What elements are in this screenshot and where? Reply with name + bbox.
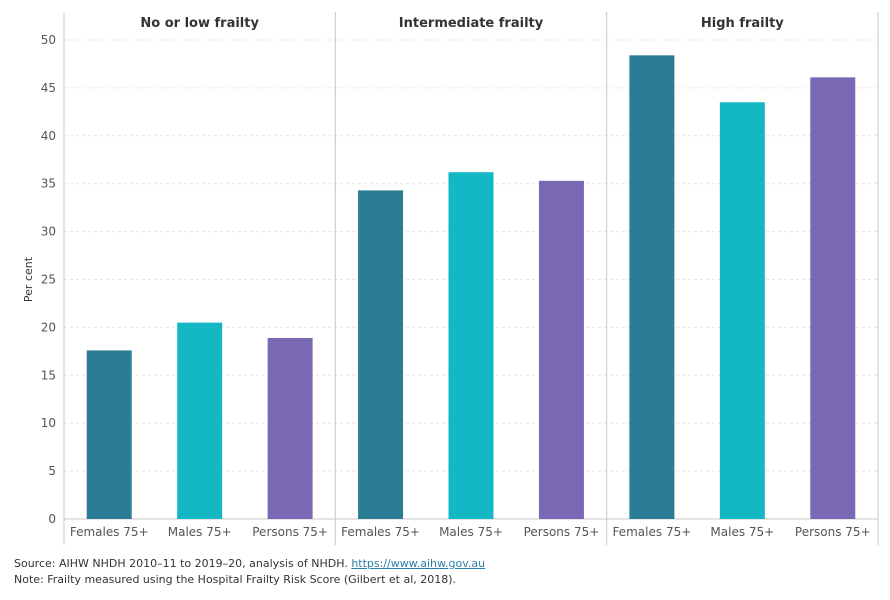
chart-svg: 0 5 10 15 20 25 30 35 40 45 50 Per cent No or low fr… [22,12,879,545]
source-note: Source: AIHW NHDH 2010–11 to 2019–20, an… [14,556,485,572]
bar [448,172,494,520]
y-tick-label: 35 [41,177,56,191]
frailty-note: Note: Frailty measured using the Hospita… [14,573,457,586]
y-tick-label: 5 [48,464,56,478]
x-tick-label: Females 75+ [341,525,420,539]
bar [538,180,584,520]
source-text: Source: AIHW NHDH 2010–11 to 2019–20, an… [14,557,352,570]
y-tick-label: 20 [41,320,56,334]
y-tick-label: 45 [41,81,56,95]
bar [177,322,223,519]
y-axis-label: Per cent [22,256,35,302]
bar [267,337,313,519]
y-tick-label: 0 [48,512,56,526]
panel-title: Intermediate frailty [399,16,544,31]
panel-title: No or low frailty [140,16,259,31]
bar [86,350,132,519]
y-tick-label: 50 [41,33,56,47]
x-tick-label: Females 75+ [70,525,149,539]
y-tick-label: 40 [41,129,56,143]
bar [358,190,404,519]
source-link[interactable]: https://www.aihw.gov.au [351,557,486,570]
x-tick-label: Males 75+ [710,525,774,539]
panel-title: High frailty [701,16,784,31]
x-tick-label: Persons 75+ [795,525,871,539]
x-tick-label: Females 75+ [612,525,691,539]
bar [810,77,856,519]
bar [719,102,765,520]
bar [629,55,675,519]
x-tick-label: Persons 75+ [524,525,600,539]
y-tick-label: 25 [41,273,56,287]
x-tick-label: Males 75+ [168,525,232,539]
y-tick-label: 10 [41,416,56,430]
y-tick-label: 15 [41,368,56,382]
y-tick-label: 30 [41,225,56,239]
x-tick-label: Males 75+ [439,525,503,539]
x-tick-label: Persons 75+ [252,525,328,539]
